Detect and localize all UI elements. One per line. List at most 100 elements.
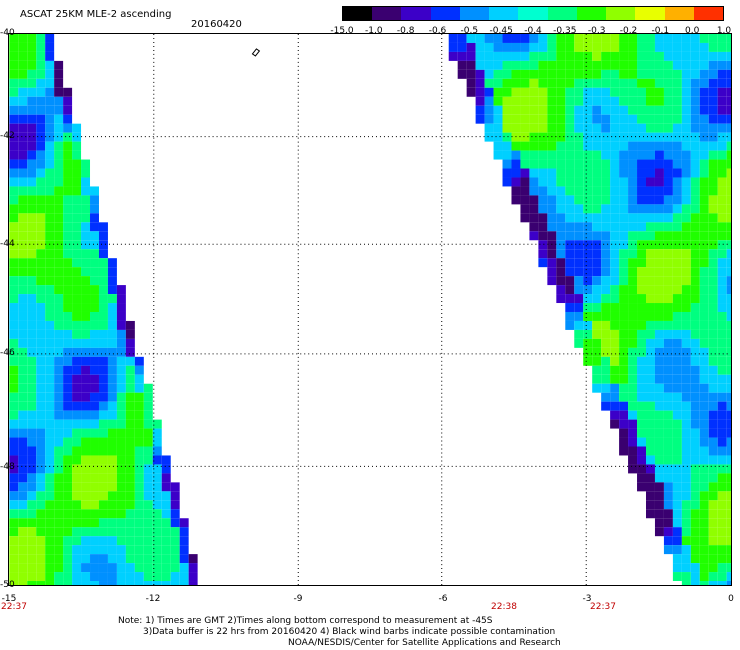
wind-cell: [637, 276, 646, 286]
wind-cell: [556, 195, 566, 205]
wind-cell: [672, 276, 682, 286]
wind-cell: [672, 518, 682, 528]
wind-cell: [556, 150, 566, 160]
wind-cell: [645, 34, 655, 43]
wind-cell: [637, 285, 646, 295]
wind-cell: [708, 303, 718, 312]
wind-cell: [72, 320, 82, 330]
wind-cell: [619, 186, 629, 196]
wind-cell: [610, 285, 620, 295]
wind-cell: [574, 34, 584, 43]
wind-cell: [125, 527, 135, 537]
wind-cell: [36, 51, 46, 61]
wind-cell: [45, 258, 55, 268]
wind-cell: [143, 545, 153, 555]
wind-cell: [54, 410, 64, 420]
wind-cell: [574, 249, 584, 259]
wind-cell: [601, 123, 611, 133]
colorbar-label: -1.0: [365, 26, 383, 36]
wind-cell: [45, 87, 55, 97]
wind-cell: [601, 311, 611, 321]
wind-cell: [726, 383, 731, 393]
wind-cell: [27, 69, 37, 79]
wind-cell: [663, 320, 673, 330]
wind-cell: [726, 60, 731, 70]
wind-cell: [143, 518, 153, 528]
wind-cell: [134, 572, 144, 582]
wind-cell: [116, 428, 126, 438]
wind-cell: [601, 87, 611, 97]
wind-cell: [54, 473, 64, 483]
wind-cell: [27, 96, 37, 106]
wind-cell: [663, 455, 673, 465]
wind-cell: [690, 141, 700, 151]
wind-cell: [672, 69, 682, 79]
wind-cell: [547, 231, 557, 241]
wind-cell: [81, 329, 91, 339]
wind-cell: [601, 213, 611, 223]
wind-cell: [143, 401, 153, 411]
lon-label-0: 0: [728, 594, 734, 604]
wind-cell: [610, 150, 620, 160]
wind-cell: [583, 42, 593, 52]
wind-cell: [645, 464, 655, 474]
wind-cell: [45, 168, 55, 178]
wind-cell: [134, 473, 144, 483]
wind-cell: [81, 177, 91, 187]
wind-cell: [726, 401, 731, 411]
wind-cell: [493, 87, 503, 97]
wind-cell: [610, 222, 620, 232]
wind-cell: [466, 51, 476, 61]
wind-cell: [556, 285, 566, 295]
wind-cell: [565, 195, 575, 205]
wind-cell: [672, 204, 682, 214]
wind-cell: [681, 69, 691, 79]
wind-cell: [90, 545, 99, 555]
wind-cell: [45, 105, 55, 115]
wind-cell: [547, 42, 557, 52]
wind-cell: [663, 114, 673, 124]
wind-cell: [493, 69, 503, 79]
wind-cell: [529, 123, 539, 133]
wind-cell: [90, 338, 99, 348]
wind-cell: [36, 428, 46, 438]
wind-cell: [565, 105, 575, 115]
wind-cell: [663, 329, 673, 339]
wind-cell: [493, 51, 503, 61]
wind-cell: [645, 195, 655, 205]
wind-cell: [628, 150, 638, 160]
wind-cell: [18, 419, 28, 429]
wind-cell: [708, 329, 718, 339]
wind-cell: [45, 96, 55, 106]
wind-cell: [672, 473, 682, 483]
wind-cell: [125, 554, 135, 564]
wind-cell: [663, 231, 673, 241]
wind-cell: [592, 231, 602, 241]
wind-cell: [98, 356, 108, 366]
wind-cell: [457, 51, 467, 61]
wind-cell: [717, 410, 727, 420]
wind-cell: [54, 231, 64, 241]
wind-cell: [90, 455, 99, 465]
wind-cell: [681, 581, 691, 585]
wind-cell: [601, 383, 611, 393]
wind-cell: [27, 347, 37, 357]
wind-cell: [9, 168, 19, 178]
wind-cell: [592, 186, 602, 196]
wind-cell: [663, 545, 673, 555]
wind-cell: [538, 222, 548, 232]
wind-cell: [27, 34, 37, 43]
wind-cell: [708, 365, 718, 375]
wind-cell: [637, 374, 646, 384]
wind-cell: [116, 491, 126, 501]
wind-cell: [726, 69, 731, 79]
wind-cell: [610, 114, 620, 124]
wind-cell: [45, 383, 55, 393]
wind-cell: [45, 518, 55, 528]
wind-cell: [54, 285, 64, 295]
colorbar-label: -0.45: [489, 26, 513, 36]
wind-cell: [90, 581, 99, 585]
wind-cell: [90, 294, 99, 304]
wind-cell: [54, 60, 64, 70]
wind-cell: [699, 141, 709, 151]
